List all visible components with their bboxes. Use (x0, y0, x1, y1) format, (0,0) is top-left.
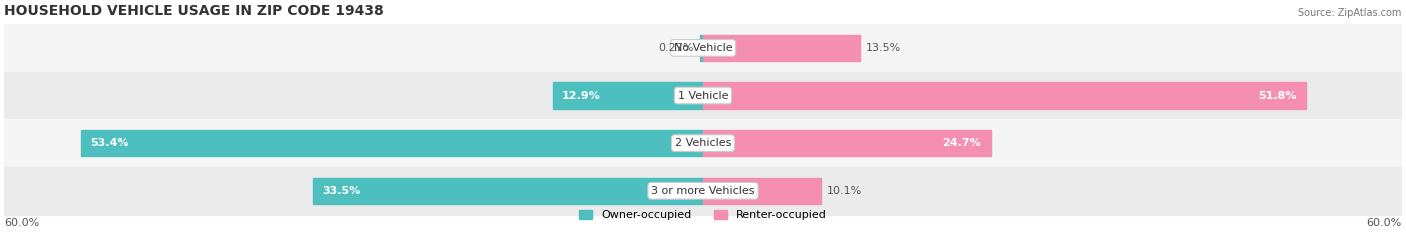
Bar (703, 35, 860, 61)
Legend: Owner-occupied, Renter-occupied: Owner-occupied, Renter-occupied (575, 205, 831, 224)
Bar (553, 82, 703, 109)
Bar (312, 178, 703, 204)
Text: 1 Vehicle: 1 Vehicle (678, 90, 728, 100)
Bar (703, 178, 821, 204)
Text: 3 or more Vehicles: 3 or more Vehicles (651, 186, 755, 196)
Text: 2 Vehicles: 2 Vehicles (675, 138, 731, 148)
Bar (82, 130, 703, 156)
Text: 13.5%: 13.5% (866, 43, 901, 53)
Text: 24.7%: 24.7% (942, 138, 981, 148)
Text: HOUSEHOLD VEHICLE USAGE IN ZIP CODE 19438: HOUSEHOLD VEHICLE USAGE IN ZIP CODE 1943… (4, 4, 384, 18)
Bar (4, 167, 1402, 215)
Text: No Vehicle: No Vehicle (673, 43, 733, 53)
Text: 60.0%: 60.0% (1367, 218, 1402, 228)
Text: 60.0%: 60.0% (4, 218, 39, 228)
Text: 33.5%: 33.5% (322, 186, 360, 196)
Bar (4, 119, 1402, 167)
Bar (700, 35, 703, 61)
Bar (703, 130, 991, 156)
Bar (4, 24, 1402, 72)
Bar (4, 72, 1402, 119)
Text: Source: ZipAtlas.com: Source: ZipAtlas.com (1299, 8, 1402, 18)
Text: 10.1%: 10.1% (827, 186, 862, 196)
Text: 51.8%: 51.8% (1258, 90, 1296, 100)
Text: 0.27%: 0.27% (658, 43, 695, 53)
Text: 12.9%: 12.9% (562, 90, 600, 100)
Bar (703, 82, 1306, 109)
Text: 53.4%: 53.4% (90, 138, 129, 148)
